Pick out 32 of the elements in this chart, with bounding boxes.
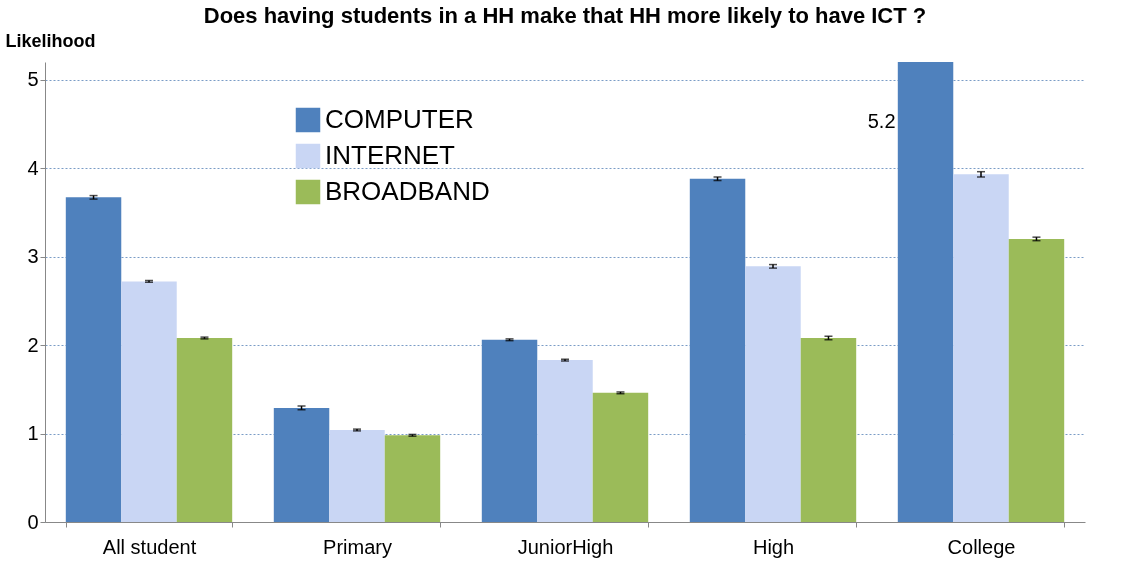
bar: [176, 338, 233, 522]
y-tick-label: 4: [27, 156, 39, 179]
y-axis-title: Likelihood: [5, 30, 96, 51]
data-label: 5.2: [867, 110, 896, 132]
x-tick-label: College: [947, 535, 1016, 558]
y-tick-label: 1: [27, 422, 39, 445]
legend-label: INTERNET: [325, 140, 456, 170]
bar: [745, 266, 801, 522]
x-tick-label: Primary: [323, 535, 392, 558]
bar: [1008, 238, 1065, 522]
bar: [481, 339, 538, 522]
bar: [689, 178, 746, 522]
bar: [897, 62, 954, 522]
bar: [592, 392, 649, 522]
legend-label: COMPUTER: [325, 104, 474, 134]
y-tick-label: 5: [27, 68, 39, 91]
bar: [65, 197, 122, 522]
y-tick-label: 2: [27, 333, 39, 356]
y-tick-label: 3: [27, 245, 39, 268]
y-tick-label: 0: [27, 510, 39, 533]
bar: [121, 281, 177, 522]
bar: [800, 338, 857, 522]
bar: [953, 174, 1009, 522]
bar: [384, 435, 441, 522]
bar: [273, 407, 330, 522]
bar: [329, 430, 385, 522]
x-tick-label: JuniorHigh: [517, 535, 614, 558]
bar: [537, 360, 593, 522]
legend-label: BROADBAND: [325, 176, 490, 206]
x-tick-label: All student: [102, 535, 197, 558]
x-tick-label: High: [752, 535, 795, 558]
chart-title: Does having students in a HH make that HH more likely to have ICT ?: [203, 3, 927, 28]
